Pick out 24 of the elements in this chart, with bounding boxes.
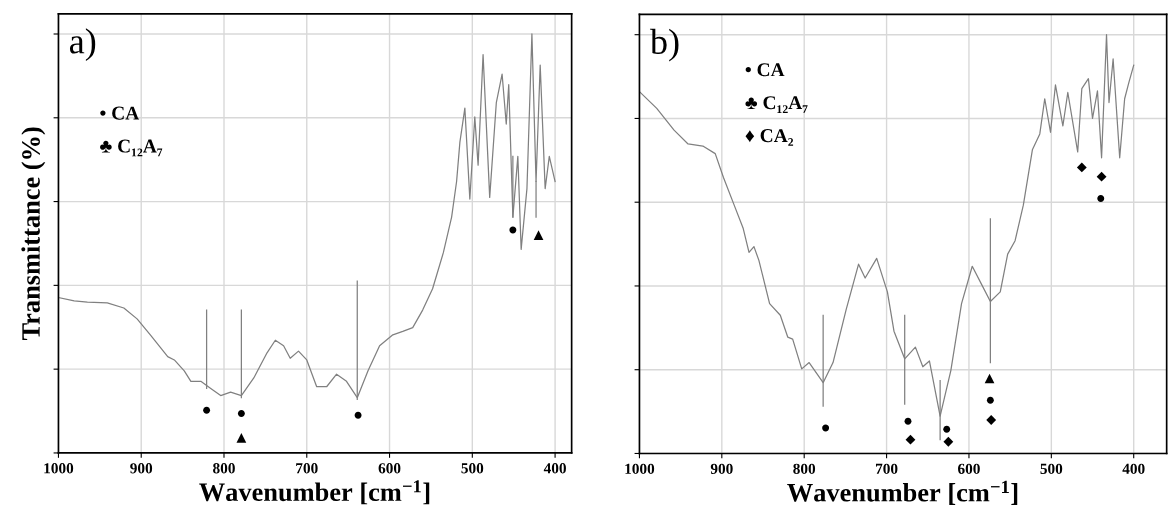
annotation: ♣ C₁₂A₇: [745, 96, 808, 113]
x-tick-label: 700: [875, 463, 898, 474]
x-axis-title: Wavenumber [cm$^{−1}$]: [199, 480, 430, 505]
x-tick-label: 900: [130, 463, 153, 474]
x-tick-label: 600: [958, 463, 980, 474]
annotation: a): [69, 28, 96, 61]
x-tick-label: 1000: [625, 463, 655, 474]
annotation: • CA: [100, 106, 140, 120]
x-tick-label: 600: [378, 463, 401, 474]
x-tick-label: 1000: [44, 463, 74, 474]
annotation: b): [649, 28, 679, 62]
x-tick-label: 500: [461, 463, 484, 474]
annotation: ♦ CA₂: [745, 129, 794, 146]
x-tick-label: 500: [1040, 463, 1063, 474]
x-tick-label: 700: [296, 463, 318, 474]
annotation: • CA: [745, 63, 785, 77]
x-axis-title: Wavenumber [cm$^{−1}$]: [787, 480, 1018, 505]
annotation: ♣ C₁₂A₇: [100, 139, 163, 157]
x-tick-label: 900: [710, 463, 733, 474]
y-axis-title: Transmittance (%): [21, 127, 46, 341]
x-tick-label: 800: [213, 463, 235, 474]
x-tick-label: 800: [793, 463, 816, 474]
x-tick-label: 400: [1122, 463, 1145, 474]
x-tick-label: 400: [543, 463, 566, 474]
